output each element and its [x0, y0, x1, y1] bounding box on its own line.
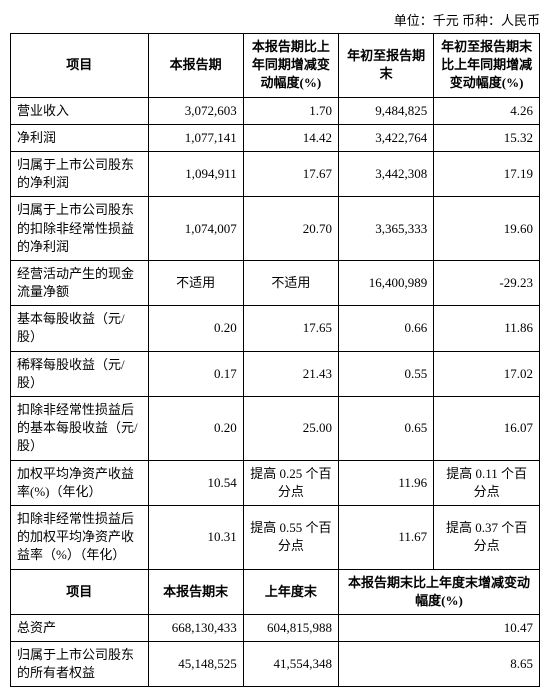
cell: 0.20 [148, 397, 243, 461]
cell: 17.19 [434, 151, 540, 196]
cell: 17.65 [243, 306, 338, 351]
cell: 提高 0.55 个百分点 [243, 505, 338, 569]
cell: 20.70 [243, 197, 338, 261]
table-row: 归属于上市公司股东的所有者权益45,148,52541,554,3488.65 [11, 642, 540, 687]
col-item: 项目 [11, 34, 149, 98]
unit-line: 单位：千元 币种：人民币 [10, 10, 540, 29]
cell: 3,072,603 [148, 97, 243, 124]
row-label: 稀释每股收益（元/股） [11, 351, 149, 396]
table-row: 扣除非经常性损益后的基本每股收益（元/股）0.2025.000.6516.07 [11, 397, 540, 461]
row-label: 扣除非经常性损益后的加权平均净资产收益率（%）（年化） [11, 505, 149, 569]
cell: 1.70 [243, 97, 338, 124]
col-yoy: 本报告期比上年同期增减变动幅度(%) [243, 34, 338, 98]
table-row: 归属于上市公司股东的净利润1,094,91117.673,442,30817.1… [11, 151, 540, 196]
financial-table: 项目本报告期本报告期比上年同期增减变动幅度(%)年初至报告期末年初至报告期末比上… [10, 33, 540, 687]
cell: 10.54 [148, 460, 243, 505]
cell: 11.86 [434, 306, 540, 351]
table-row: 加权平均净资产收益率(%)（年化）10.54提高 0.25 个百分点11.96提… [11, 460, 540, 505]
row-label: 归属于上市公司股东的净利润 [11, 151, 149, 196]
cell: 提高 0.25 个百分点 [243, 460, 338, 505]
cell: 25.00 [243, 397, 338, 461]
col-change: 本报告期末比上年度末增减变动幅度(%) [338, 569, 539, 614]
cell: 10.47 [338, 614, 539, 641]
cell: 41,554,348 [243, 642, 338, 687]
cell: 17.67 [243, 151, 338, 196]
row-label: 加权平均净资产收益率(%)（年化） [11, 460, 149, 505]
cell: 0.20 [148, 306, 243, 351]
cell: 提高 0.11 个百分点 [434, 460, 540, 505]
cell: 604,815,988 [243, 614, 338, 641]
cell: 16,400,989 [338, 260, 433, 305]
table-row: 总资产668,130,433604,815,98810.47 [11, 614, 540, 641]
cell: 45,148,525 [148, 642, 243, 687]
row-label: 总资产 [11, 614, 149, 641]
cell: 8.65 [338, 642, 539, 687]
cell: 668,130,433 [148, 614, 243, 641]
table-row: 归属于上市公司股东的扣除非经常性损益的净利润1,074,00720.703,36… [11, 197, 540, 261]
col-period-end: 本报告期末 [148, 569, 243, 614]
col-ytd-yoy: 年初至报告期末比上年同期增减变动幅度(%) [434, 34, 540, 98]
cell: 3,442,308 [338, 151, 433, 196]
col-period: 本报告期 [148, 34, 243, 98]
cell: 9,484,825 [338, 97, 433, 124]
cell: 17.02 [434, 351, 540, 396]
col-item-2: 项目 [11, 569, 149, 614]
row-label: 经营活动产生的现金流量净额 [11, 260, 149, 305]
row-label: 基本每股收益（元/股） [11, 306, 149, 351]
row-label: 营业收入 [11, 97, 149, 124]
cell: 3,365,333 [338, 197, 433, 261]
col-last-year-end: 上年度末 [243, 569, 338, 614]
cell: 11.96 [338, 460, 433, 505]
cell: 19.60 [434, 197, 540, 261]
col-ytd: 年初至报告期末 [338, 34, 433, 98]
cell: 0.66 [338, 306, 433, 351]
header-row-1: 项目本报告期本报告期比上年同期增减变动幅度(%)年初至报告期末年初至报告期末比上… [11, 34, 540, 98]
cell: 14.42 [243, 124, 338, 151]
row-label: 归属于上市公司股东的扣除非经常性损益的净利润 [11, 197, 149, 261]
table-row: 基本每股收益（元/股）0.2017.650.6611.86 [11, 306, 540, 351]
table-row: 营业收入3,072,6031.709,484,8254.26 [11, 97, 540, 124]
header-row-2: 项目本报告期末上年度末本报告期末比上年度末增减变动幅度(%) [11, 569, 540, 614]
cell: -29.23 [434, 260, 540, 305]
row-label: 归属于上市公司股东的所有者权益 [11, 642, 149, 687]
cell: 1,094,911 [148, 151, 243, 196]
cell: 不适用 [148, 260, 243, 305]
cell: 1,077,141 [148, 124, 243, 151]
cell: 0.17 [148, 351, 243, 396]
cell: 0.65 [338, 397, 433, 461]
row-label: 扣除非经常性损益后的基本每股收益（元/股） [11, 397, 149, 461]
cell: 10.31 [148, 505, 243, 569]
cell: 15.32 [434, 124, 540, 151]
cell: 提高 0.37 个百分点 [434, 505, 540, 569]
table-row: 净利润1,077,14114.423,422,76415.32 [11, 124, 540, 151]
cell: 不适用 [243, 260, 338, 305]
cell: 0.55 [338, 351, 433, 396]
cell: 3,422,764 [338, 124, 433, 151]
cell: 1,074,007 [148, 197, 243, 261]
table-row: 稀释每股收益（元/股）0.1721.430.5517.02 [11, 351, 540, 396]
table-row: 扣除非经常性损益后的加权平均净资产收益率（%）（年化）10.31提高 0.55 … [11, 505, 540, 569]
cell: 16.07 [434, 397, 540, 461]
row-label: 净利润 [11, 124, 149, 151]
cell: 11.67 [338, 505, 433, 569]
table-row: 经营活动产生的现金流量净额不适用不适用16,400,989-29.23 [11, 260, 540, 305]
cell: 21.43 [243, 351, 338, 396]
cell: 4.26 [434, 97, 540, 124]
